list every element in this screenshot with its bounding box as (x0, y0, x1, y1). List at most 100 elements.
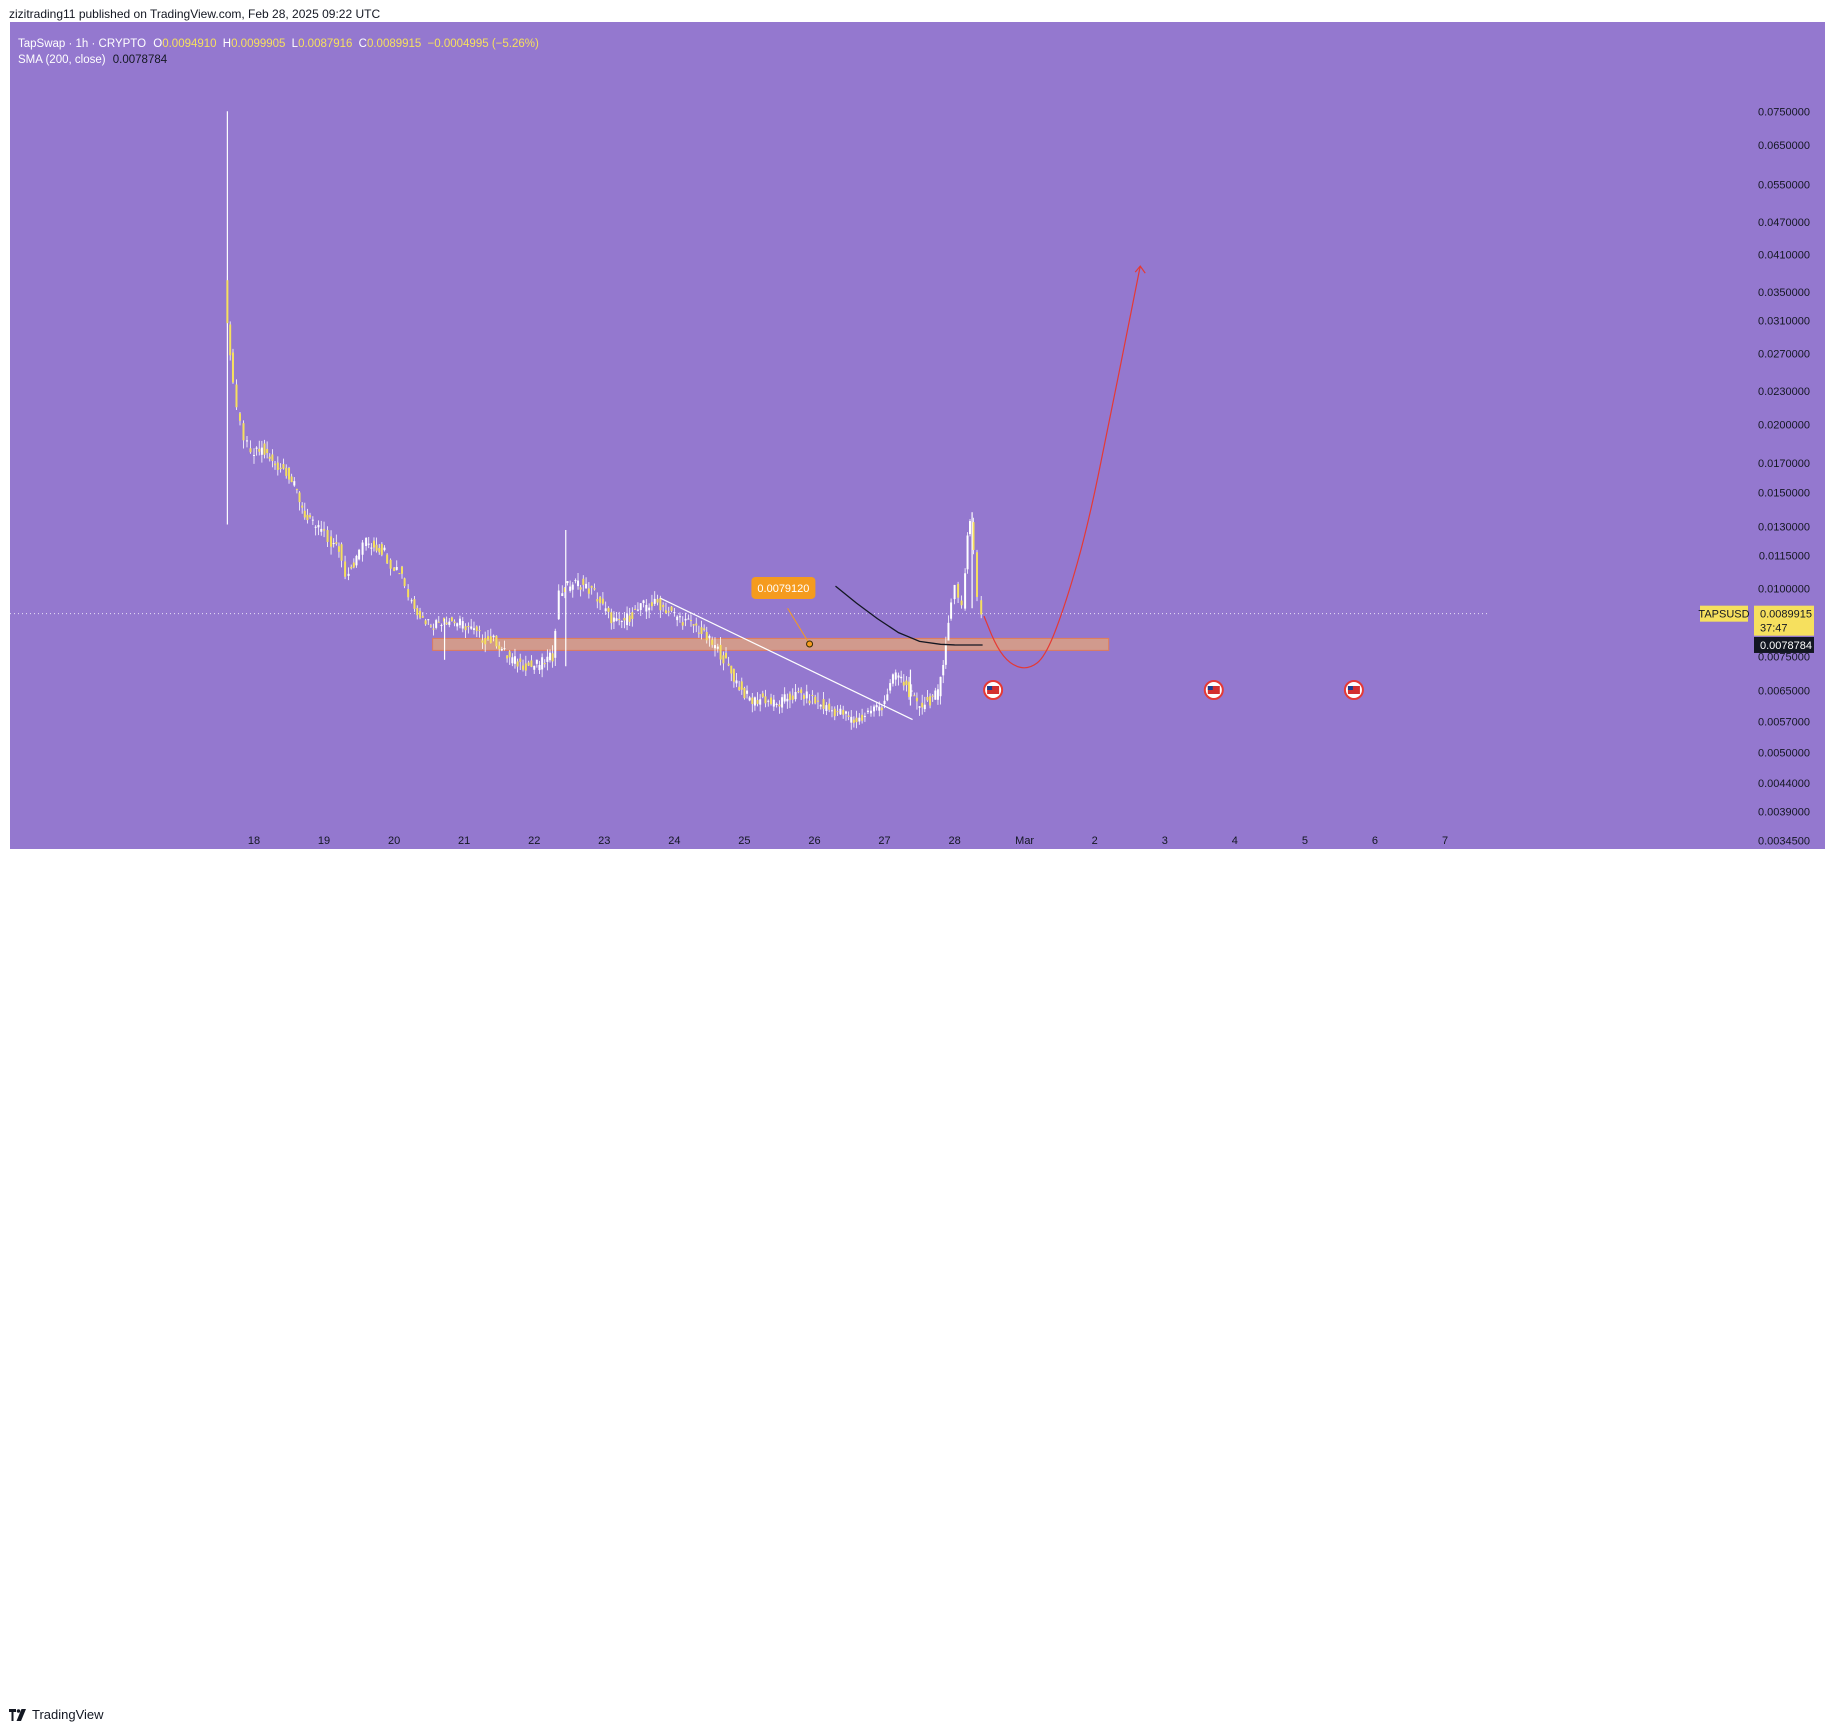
candle-body (253, 454, 255, 456)
chart-plot-area[interactable]: 0.0079120 0.0750000 0.0650000 0.0550000 0.0… (10, 22, 1825, 849)
candle-body (370, 547, 373, 549)
candle-body (226, 280, 229, 324)
candle-body (816, 700, 819, 702)
candle-body (781, 697, 784, 708)
candle-body (631, 612, 634, 620)
candle-body (461, 621, 464, 629)
chart-legend: TapSwap · 1h · CRYPTO O0.0094910 H0.0099… (18, 36, 539, 68)
us-flag-icon[interactable] (1343, 680, 1364, 700)
candle-body (889, 683, 892, 691)
candle-body (337, 546, 340, 552)
candle-body (953, 584, 956, 600)
symbol-title[interactable]: TapSwap · 1h · CRYPTO (18, 38, 147, 50)
candle-body (730, 665, 733, 674)
x-tick-label: 7 (1442, 835, 1448, 847)
candle-body (929, 696, 932, 706)
candle-body (969, 521, 972, 535)
footer-bar: TradingView (0, 849, 1835, 1722)
symbol-tag-bg (1700, 605, 1748, 622)
candle-body (836, 711, 839, 713)
candle-body (535, 659, 538, 664)
candle-body (432, 628, 435, 630)
candle-body (883, 700, 886, 705)
candle-body (645, 604, 648, 612)
candle-body (533, 665, 536, 670)
candle-body (416, 608, 419, 616)
candle-body (713, 645, 716, 649)
candle-body (761, 693, 764, 697)
candle-body (365, 538, 368, 547)
candle-body (282, 464, 285, 469)
x-tick-label: 22 (528, 835, 540, 847)
candle-body (866, 710, 869, 713)
price-chart[interactable]: 0.0079120 0.07500000.06500000.05500000.0… (10, 22, 1825, 849)
x-tick-label: 21 (458, 835, 470, 847)
flag-canton (1347, 686, 1353, 690)
candle-body (424, 620, 427, 625)
candle-body (936, 689, 939, 700)
candle-body (620, 620, 623, 622)
candle-body (900, 676, 903, 679)
candle-body (681, 622, 684, 626)
candle-body (673, 612, 676, 614)
tradingview-brand: TradingView (32, 1707, 104, 1722)
candle-body (957, 583, 960, 598)
annotation-label: 0.0079120 (757, 583, 809, 595)
y-tick-label: 0.0750000 (1758, 106, 1810, 118)
x-tick-label: 2 (1092, 835, 1098, 847)
candle-body (732, 669, 735, 682)
x-tick-label: 19 (318, 835, 330, 847)
candle-body (516, 661, 519, 667)
candle-body (772, 699, 775, 707)
candle-body (478, 630, 481, 632)
candle-body (825, 705, 828, 711)
us-flag-icon[interactable] (983, 680, 1004, 700)
open-value: 0.0094910 (162, 38, 217, 50)
candle-body (908, 681, 911, 698)
candle-body (288, 467, 291, 480)
price-axis-bg (1490, 22, 1825, 849)
candle-body (358, 549, 361, 560)
candle-body (756, 700, 759, 704)
candle-body (508, 651, 511, 658)
ohlc-row: TapSwap · 1h · CRYPTO O0.0094910 H0.0099… (18, 36, 539, 52)
candle-body (395, 566, 398, 570)
publisher-credit: zizitrading11 published on TradingView.c… (9, 7, 381, 21)
candle-body (554, 630, 557, 658)
us-flag-icon[interactable] (1203, 680, 1224, 700)
open-label: O (153, 38, 163, 50)
candle-body (266, 448, 269, 453)
y-tick-label: 0.0100000 (1758, 583, 1810, 595)
candle-body (678, 616, 681, 618)
candle-body (875, 705, 878, 708)
flag-stripes (987, 686, 1000, 694)
sma-label[interactable]: SMA (200, close) (18, 54, 106, 66)
candle-body (311, 519, 314, 521)
candle-body (383, 547, 386, 551)
candle-body (828, 703, 831, 710)
candle-body (623, 617, 626, 621)
y-tick-label: 0.0170000 (1758, 458, 1810, 470)
y-tick-label: 0.0065000 (1758, 686, 1810, 698)
low-value: 0.0087916 (298, 38, 353, 50)
tradingview-logo[interactable]: TradingView (9, 1707, 104, 1722)
candle-body (320, 528, 323, 532)
candle-body (486, 636, 489, 640)
candle-body (842, 709, 845, 715)
candle-body (808, 700, 811, 704)
support-zone (432, 637, 1110, 651)
candle-body (522, 665, 525, 670)
candle-body (421, 616, 424, 618)
annotation-leader (787, 607, 810, 645)
candle-body (626, 613, 629, 626)
candle-body (863, 715, 866, 717)
candle-body (574, 580, 577, 582)
candle-body (301, 505, 304, 508)
candle-body (667, 611, 670, 613)
candle-body (921, 702, 924, 708)
candle-body (700, 627, 703, 635)
candle-body (913, 695, 916, 697)
candle-body (915, 697, 918, 702)
candle-body (503, 648, 506, 650)
candle-body (716, 646, 719, 649)
